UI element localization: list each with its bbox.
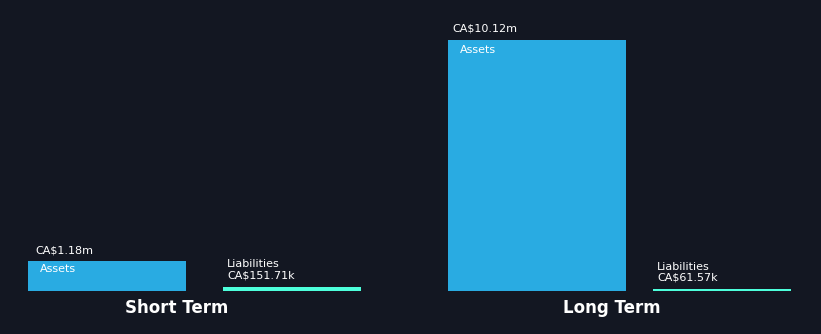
Text: Short Term: Short Term: [125, 299, 228, 317]
Text: Assets: Assets: [460, 45, 496, 55]
Bar: [28, 262, 186, 291]
Bar: [654, 289, 791, 291]
Text: Liabilities: Liabilities: [657, 262, 710, 272]
Text: CA$151.71k: CA$151.71k: [227, 271, 295, 281]
Text: Assets: Assets: [39, 264, 76, 274]
Text: CA$10.12m: CA$10.12m: [452, 24, 517, 34]
Text: CA$1.18m: CA$1.18m: [36, 245, 94, 255]
Bar: [223, 287, 361, 291]
Text: CA$61.57k: CA$61.57k: [657, 273, 718, 283]
Text: Liabilities: Liabilities: [227, 259, 280, 269]
Bar: [448, 40, 626, 291]
Text: Long Term: Long Term: [563, 299, 660, 317]
